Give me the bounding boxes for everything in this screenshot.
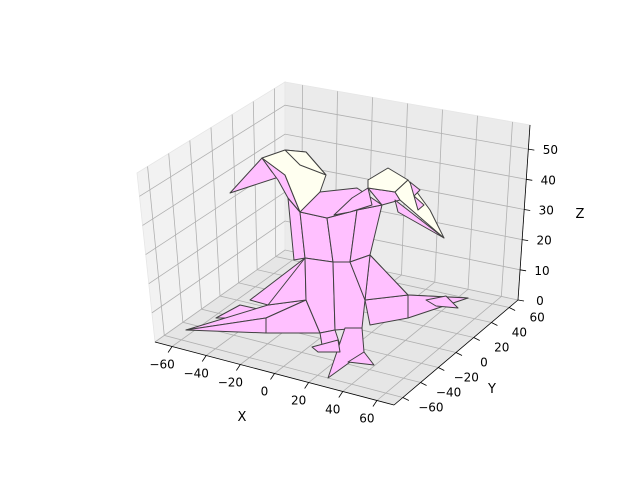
y-axis-label: Y [487, 382, 496, 397]
y-tick-label: −20 [454, 371, 479, 385]
x-tick-label: −40 [184, 367, 209, 381]
x-tick-mark [270, 373, 275, 380]
y-tick-mark [402, 397, 410, 401]
z-axis-line [517, 124, 531, 301]
y-tick-label: −40 [436, 386, 461, 400]
x-tick-mark [338, 391, 344, 398]
y-tick-mark [508, 307, 516, 311]
y-tick-mark [473, 337, 480, 341]
mesh-face [413, 195, 425, 211]
mesh-face [333, 187, 373, 216]
mesh-face [425, 295, 459, 309]
x-tick-mark [201, 355, 207, 362]
x-axis-line [154, 341, 395, 406]
x-axis-label: X [238, 410, 247, 425]
y-tick-label: 20 [494, 341, 509, 355]
x-tick-mark [167, 346, 173, 353]
z-tick-label: 0 [536, 294, 544, 308]
z-tick-mark [522, 239, 529, 242]
y-tick-mark [491, 322, 498, 326]
y-tick-label: −60 [418, 401, 443, 415]
z-tick-mark [524, 209, 531, 211]
axes: −60−40−200204060−60−40−20020406001020304… [149, 124, 585, 426]
x-tick-label: 0 [261, 385, 269, 399]
x-tick-label: 40 [325, 403, 340, 417]
x-tick-label: 20 [291, 394, 306, 408]
z-tick-mark [528, 148, 535, 151]
mesh-face [332, 261, 366, 331]
x-tick-label: 60 [359, 412, 374, 426]
z-axis-label: Z [576, 207, 585, 222]
gridline-z [154, 249, 519, 343]
x-tick-label: −60 [149, 358, 174, 372]
z-tick-mark [526, 178, 533, 181]
mesh-face [311, 339, 341, 353]
z-tick-mark [517, 299, 525, 302]
gridline-z [151, 220, 521, 314]
z-tick-label: 50 [543, 143, 558, 157]
mesh-face [284, 149, 327, 176]
y-tick-mark [420, 382, 427, 386]
x-tick-mark [304, 382, 309, 389]
mesh-object [185, 149, 469, 379]
y-axis-line [393, 299, 519, 406]
z-tick-label: 30 [539, 203, 554, 217]
y-tick-label: 40 [512, 326, 527, 340]
mesh-face [349, 254, 371, 301]
mesh-face [409, 181, 421, 197]
z-tick-label: 40 [541, 173, 556, 187]
z-tick-label: 20 [536, 234, 551, 248]
y-tick-mark [438, 367, 445, 371]
z-tick-mark [520, 269, 527, 272]
mesh-face [394, 199, 445, 239]
mesh-face [347, 351, 375, 366]
x-tick-mark [236, 364, 241, 371]
gridline-z [142, 133, 527, 226]
y-tick-label: 0 [480, 356, 488, 370]
x-tick-label: −20 [218, 376, 243, 390]
y-tick-label: 60 [530, 311, 545, 325]
gridline-z [139, 104, 529, 197]
x-tick-mark [372, 400, 378, 407]
y-tick-mark [455, 352, 463, 356]
z-tick-label: 10 [534, 264, 549, 278]
